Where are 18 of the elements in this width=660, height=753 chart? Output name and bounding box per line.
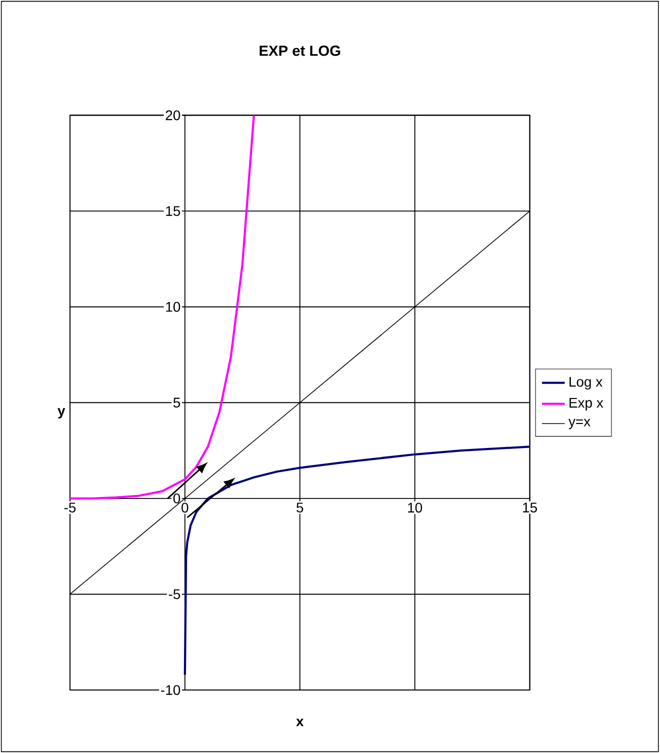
x-axis-title: x <box>296 718 304 726</box>
y-tick-label: 15 <box>166 206 180 216</box>
chart-title: EXP et LOG <box>260 46 340 56</box>
y-tick-label: 10 <box>166 302 180 312</box>
y-tick-label: 5 <box>174 398 180 408</box>
x-tick-label: 0 <box>182 502 188 513</box>
x-tick-label: 15 <box>523 502 538 512</box>
y-tick-label: 20 <box>166 110 180 120</box>
legend-label: Log x <box>570 377 603 390</box>
y-axis-title: y <box>58 408 66 418</box>
x-tick-label: -5 <box>64 502 76 512</box>
legend-label: y=x <box>568 418 591 430</box>
y-tick-label: 0 <box>174 494 180 504</box>
x-tick-label: 10 <box>408 502 422 513</box>
y-tick-label: -10 <box>161 685 180 695</box>
y-tick-label: -5 <box>168 589 180 600</box>
legend-label: Exp x <box>570 398 604 410</box>
x-tick-label: 5 <box>296 502 304 512</box>
